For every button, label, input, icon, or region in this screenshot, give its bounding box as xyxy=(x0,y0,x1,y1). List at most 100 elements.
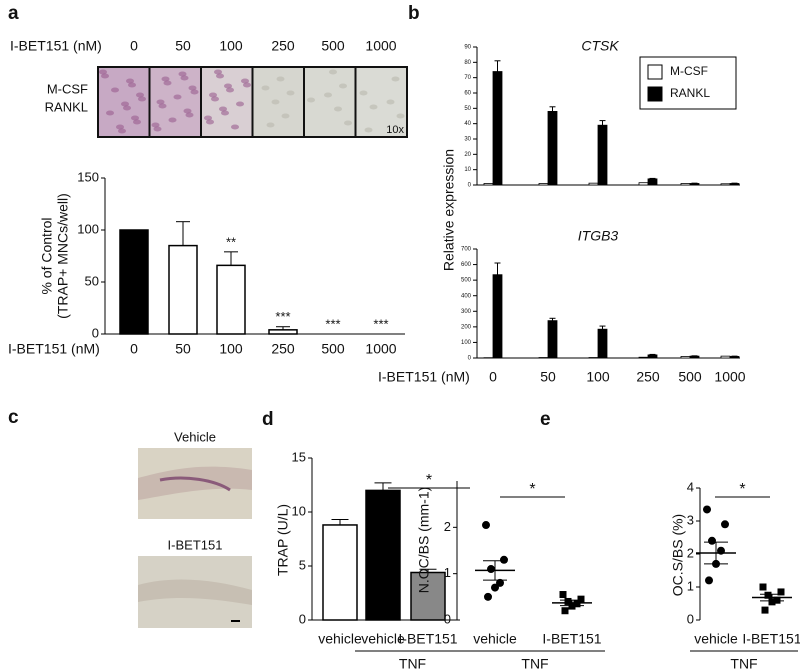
micrograph xyxy=(202,68,252,136)
legend-swatch xyxy=(647,64,663,80)
bar xyxy=(729,183,740,186)
y-axis-label: % of Control xyxy=(39,217,55,294)
cell xyxy=(334,106,342,112)
y-tick-label: 100 xyxy=(461,340,472,346)
point xyxy=(482,521,490,530)
chart-title: CTSK xyxy=(581,38,619,54)
y-tick-label: 30 xyxy=(464,137,471,143)
strip-column: 250 xyxy=(271,38,295,54)
cell xyxy=(180,75,189,81)
x-tick-label: 250 xyxy=(636,369,660,385)
cell xyxy=(185,112,194,118)
cell xyxy=(128,82,136,88)
y-tick-label: 0 xyxy=(687,611,694,626)
significance: * xyxy=(426,472,432,489)
cell xyxy=(324,92,332,98)
point xyxy=(561,607,569,615)
image-label: I-BET151 xyxy=(168,537,223,552)
cell xyxy=(190,89,199,95)
cell xyxy=(236,101,244,107)
strip-row-label: RANKL xyxy=(45,99,88,114)
strip-column: 100 xyxy=(219,38,243,54)
x-tick-label: 1000 xyxy=(714,369,745,385)
cell xyxy=(214,69,222,75)
cell xyxy=(224,83,232,89)
bar xyxy=(680,356,691,359)
point xyxy=(484,592,492,601)
strip-row-label: M-CSF xyxy=(47,81,88,96)
y-tick-label: 90 xyxy=(464,45,471,51)
x-tick-label: 1000 xyxy=(365,341,396,357)
cell xyxy=(231,124,239,130)
bar xyxy=(538,183,549,186)
cell xyxy=(158,103,167,109)
cell xyxy=(329,69,337,75)
cell xyxy=(286,90,295,96)
bar xyxy=(119,229,149,335)
point xyxy=(564,597,572,605)
point xyxy=(705,576,713,585)
point xyxy=(761,606,769,614)
cell xyxy=(391,76,400,82)
panel-letter: a xyxy=(8,3,19,24)
y-tick-label: 300 xyxy=(461,309,472,315)
cell xyxy=(359,90,368,96)
x-tick-label: vehicle xyxy=(694,631,738,647)
micrograph-strip xyxy=(99,68,406,136)
y-axis-label: N.OC/BS (mm-1) xyxy=(416,487,432,594)
point xyxy=(703,505,711,514)
cell xyxy=(99,69,107,75)
strip-frame xyxy=(97,66,408,138)
x-tick-label: 0 xyxy=(489,369,497,385)
point xyxy=(773,596,781,604)
bar xyxy=(588,182,599,186)
y-tick-label: 600 xyxy=(461,262,472,268)
cell xyxy=(178,71,187,77)
cell xyxy=(111,87,119,93)
cell xyxy=(163,80,172,86)
bar xyxy=(720,355,731,359)
point xyxy=(777,588,785,596)
bar xyxy=(492,71,503,186)
y-tick-label: 60 xyxy=(464,91,471,97)
panel-letter: d xyxy=(262,409,274,430)
cell xyxy=(118,128,126,134)
bar xyxy=(689,183,700,186)
x-tick-label: I-BET151 xyxy=(542,631,601,647)
panel-letter: e xyxy=(540,409,551,430)
y-tick-label: 50 xyxy=(464,106,471,112)
y-tick-label: 0 xyxy=(468,356,472,362)
cell xyxy=(261,85,270,91)
y-axis-label: (TRAP+ MNCs/well) xyxy=(55,193,71,319)
cell xyxy=(344,120,352,126)
cell xyxy=(396,113,405,119)
cell xyxy=(173,94,182,100)
y-tick-label: 500 xyxy=(461,278,472,284)
cell xyxy=(101,73,109,79)
cell xyxy=(204,115,212,121)
y-tick-label: 0 xyxy=(444,611,451,626)
cell xyxy=(106,110,114,116)
cell xyxy=(183,108,192,114)
bar xyxy=(638,182,649,186)
chart-title: ITGB3 xyxy=(578,228,619,244)
cell xyxy=(133,119,141,125)
y-tick-label: 20 xyxy=(464,152,471,158)
x-tick-label: I-BET151 xyxy=(398,631,457,647)
y-tick-label: 0 xyxy=(92,325,99,340)
group-label: TNF xyxy=(399,656,426,671)
y-tick-label: 0 xyxy=(468,183,472,189)
strip-header: I-BET151 (nM) xyxy=(10,38,102,54)
point xyxy=(759,583,767,591)
cell xyxy=(243,82,251,88)
tissue xyxy=(138,466,252,500)
y-tick-label: 1 xyxy=(687,578,694,593)
x-tick-label: 500 xyxy=(321,341,345,357)
x-tick-label: vehicle xyxy=(318,631,362,647)
point xyxy=(487,565,495,574)
group-label: TNF xyxy=(521,656,548,671)
bar xyxy=(268,329,298,335)
x-tick-label: 100 xyxy=(586,369,610,385)
y-tick-label: 400 xyxy=(461,293,472,299)
